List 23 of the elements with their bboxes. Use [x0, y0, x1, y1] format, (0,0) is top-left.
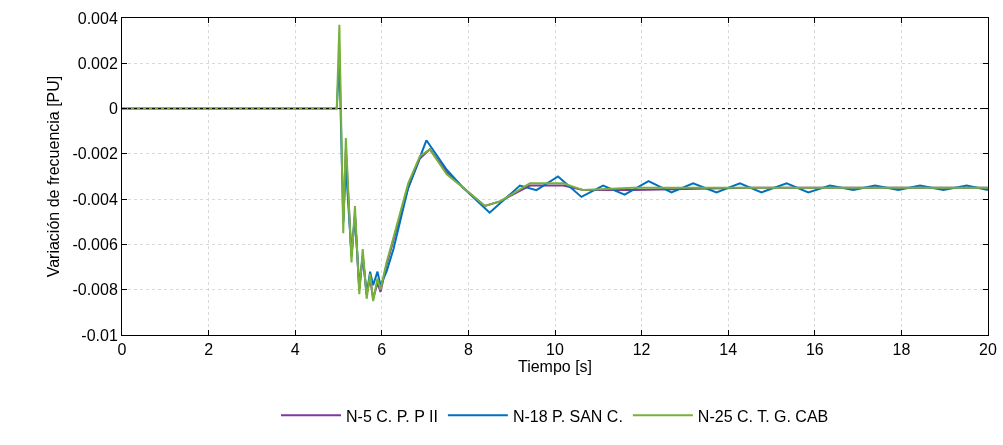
x-tick-label: 4 [290, 341, 300, 359]
legend-label: N-5 C. P. P II [346, 407, 438, 425]
x-tick-label: 20 [979, 341, 997, 359]
y-tick-label: -0.002 [72, 145, 118, 163]
x-tick-label: 6 [377, 341, 387, 359]
x-tick-label: 2 [204, 341, 214, 359]
y-tick-label: -0.01 [81, 326, 118, 344]
x-tick-label: 16 [805, 341, 824, 359]
legend-label: N-25 C. T. G. CAB [697, 407, 829, 425]
legend-label: N-18 P. SAN C. [512, 407, 623, 425]
x-tick-label: 18 [892, 341, 911, 359]
y-tick-label: -0.006 [72, 236, 118, 254]
x-tick-label: 14 [719, 341, 738, 359]
x-tick-label: 12 [632, 341, 651, 359]
y-tick-label: -0.004 [72, 190, 118, 208]
x-tick-label: 10 [546, 341, 564, 359]
y-tick-label: 0 [108, 100, 118, 118]
x-axis-title: Tiempo [s] [517, 358, 593, 376]
y-axis-title: Variación de frecuencia [PU] [45, 75, 63, 278]
y-tick-label: -0.008 [72, 281, 118, 299]
x-tick-label: 8 [463, 341, 473, 359]
y-tick-label: 0.002 [77, 54, 118, 72]
y-tick-label: 0.004 [77, 9, 118, 27]
